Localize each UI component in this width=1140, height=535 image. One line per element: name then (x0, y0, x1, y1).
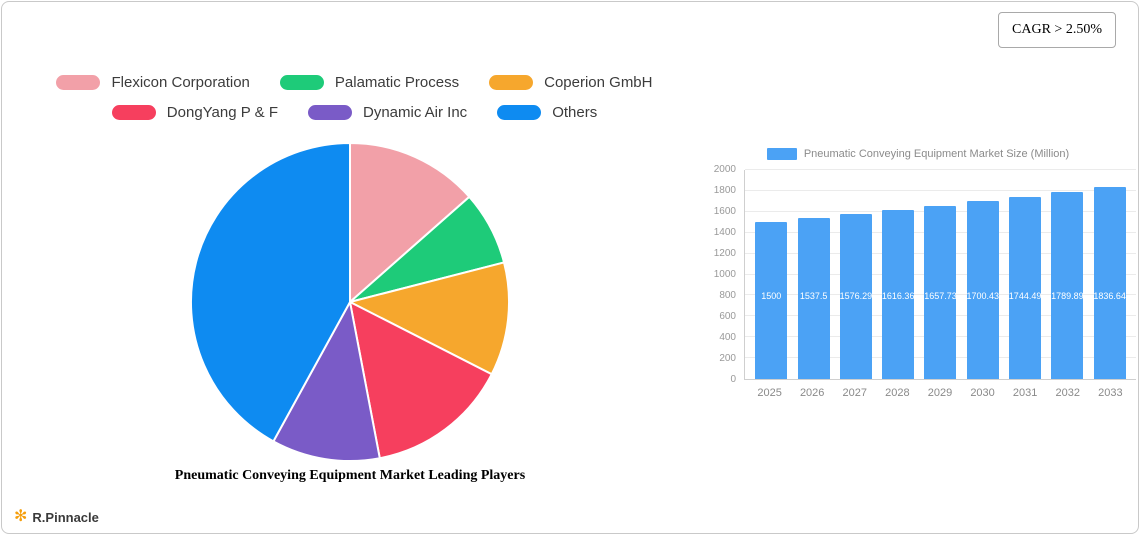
legend-item-5[interactable]: Others (497, 104, 597, 121)
pie-slice-0[interactable] (349, 141, 471, 305)
bar-value-label: 1744.49 (1008, 291, 1042, 301)
legend-swatch-icon (279, 75, 324, 90)
bar-chart-legend[interactable]: Pneumatic Conveying Equipment Market Siz… (700, 148, 1136, 160)
legend-label: Coperion GmbH (544, 74, 653, 91)
legend-swatch-icon (111, 105, 156, 120)
bar-2031[interactable]: 1744.49 (1008, 196, 1042, 379)
legend-swatch-icon (56, 75, 101, 90)
legend-item-2[interactable]: Coperion GmbH (489, 74, 653, 91)
bar-2027[interactable]: 1576.29 (840, 214, 872, 379)
brand-logo: ✻ R.Pinnacle (14, 509, 99, 525)
bar-value-label: 1576.29 (839, 291, 873, 301)
y-axis-label: 2000 (713, 164, 736, 175)
y-axis-label: 1600 (713, 206, 736, 217)
bar-value-label: 1657.73 (924, 291, 957, 301)
y-axis-label: 1400 (713, 227, 736, 238)
legend-item-0[interactable]: Flexicon Corporation (56, 74, 250, 91)
bar-plot-area: 1500 1537.5 1576.29 1616.36 1657.73 1700.43 17… (744, 169, 1136, 380)
y-axis: 0 200 400 600 800 1000 1200 1400 1600 1800 2000 (700, 165, 744, 385)
bar-2030[interactable]: 1700.43 (967, 201, 999, 379)
x-axis-label: 2033 (1098, 387, 1123, 399)
x-axis-label: 2030 (970, 387, 995, 399)
x-axis-label: 2026 (799, 387, 825, 399)
bar-legend-label: Pneumatic Conveying Equipment Market Siz… (803, 148, 1070, 160)
pie-slice-4[interactable] (272, 299, 381, 463)
legend-label: Palamatic Process (334, 74, 460, 91)
x-axis-label: 2031 (1012, 387, 1038, 399)
bar-value-label: 1789.89 (1051, 291, 1084, 301)
pie-chart-title: Pneumatic Conveying Equipment Market Lea… (174, 468, 526, 483)
bar-2032[interactable]: 1789.89 (1051, 191, 1084, 379)
legend-swatch-icon (307, 105, 352, 120)
pinnacle-logo-icon: ✻ (14, 508, 28, 525)
bar-2028[interactable]: 1616.36 (882, 210, 914, 379)
y-axis-label: 400 (719, 332, 736, 343)
y-axis-label: 1200 (713, 248, 736, 259)
pie-chart[interactable] (186, 138, 514, 466)
bar-value-label: 1537.5 (799, 291, 828, 301)
legend-label: DongYang P & F (166, 104, 278, 121)
y-axis-label: 1000 (713, 269, 736, 280)
pie-legend: Flexicon Corporation Palamatic Process Cop… (32, 74, 677, 121)
legend-swatch-icon (497, 105, 542, 120)
brand-name: R.Pinnacle (32, 509, 99, 525)
bar-2025[interactable]: 1500 (755, 222, 788, 379)
x-axis-label: 2029 (927, 387, 953, 399)
x-axis-label: 2028 (885, 387, 910, 399)
bar-value-label: 1500 (761, 291, 782, 301)
y-axis-label: 600 (719, 311, 736, 322)
bars-container: 1500 1537.5 1576.29 1616.36 1657.73 1700.43 17… (745, 170, 1136, 379)
bar-value-label: 1616.36 (881, 291, 915, 301)
x-axis-label: 2025 (757, 387, 782, 399)
gridline (745, 189, 1136, 191)
bar-2033[interactable]: 1836.64 (1093, 187, 1126, 379)
x-axis: 2025 2026 2027 2028 2029 2030 2031 2032 2033 (744, 387, 1136, 399)
gridline (745, 169, 1136, 170)
bar-2029[interactable]: 1657.73 (924, 205, 957, 379)
legend-item-3[interactable]: DongYang P & F (111, 104, 278, 121)
y-axis-label: 0 (730, 374, 736, 385)
legend-label: Flexicon Corporation (111, 74, 250, 91)
pie-slice-3[interactable] (348, 300, 494, 460)
y-axis-label: 200 (719, 353, 736, 364)
bar-value-label: 1700.43 (966, 291, 1000, 301)
legend-swatch-icon (489, 75, 534, 90)
bar-plot-wrap: 0 200 400 600 800 1000 1200 1400 1600 1800 2000 15… (700, 165, 1136, 385)
bar-2026[interactable]: 1537.5 (797, 218, 830, 379)
legend-row: Flexicon Corporation Palamatic Process Cop… (32, 74, 677, 91)
x-axis-label: 2032 (1055, 387, 1080, 399)
legend-label: Others (552, 104, 598, 121)
legend-row: DongYang P & F Dynamic Air Inc Others (32, 104, 677, 121)
legend-label: Dynamic Air Inc (362, 104, 468, 121)
x-axis-label: 2027 (842, 387, 868, 399)
bar-legend-swatch (766, 148, 797, 160)
pie-slice-2[interactable] (347, 261, 511, 376)
pie-slice-5[interactable] (189, 141, 351, 443)
y-axis-label: 800 (719, 290, 736, 301)
y-axis-label: 1800 (713, 185, 736, 196)
legend-item-1[interactable]: Palamatic Process (279, 74, 460, 91)
bar-chart-panel: Pneumatic Conveying Equipment Market Siz… (700, 148, 1136, 399)
bar-value-label: 1836.64 (1093, 291, 1126, 301)
legend-item-4[interactable]: Dynamic Air Inc (307, 104, 468, 121)
cagr-badge: CAGR > 2.50% (998, 12, 1116, 48)
